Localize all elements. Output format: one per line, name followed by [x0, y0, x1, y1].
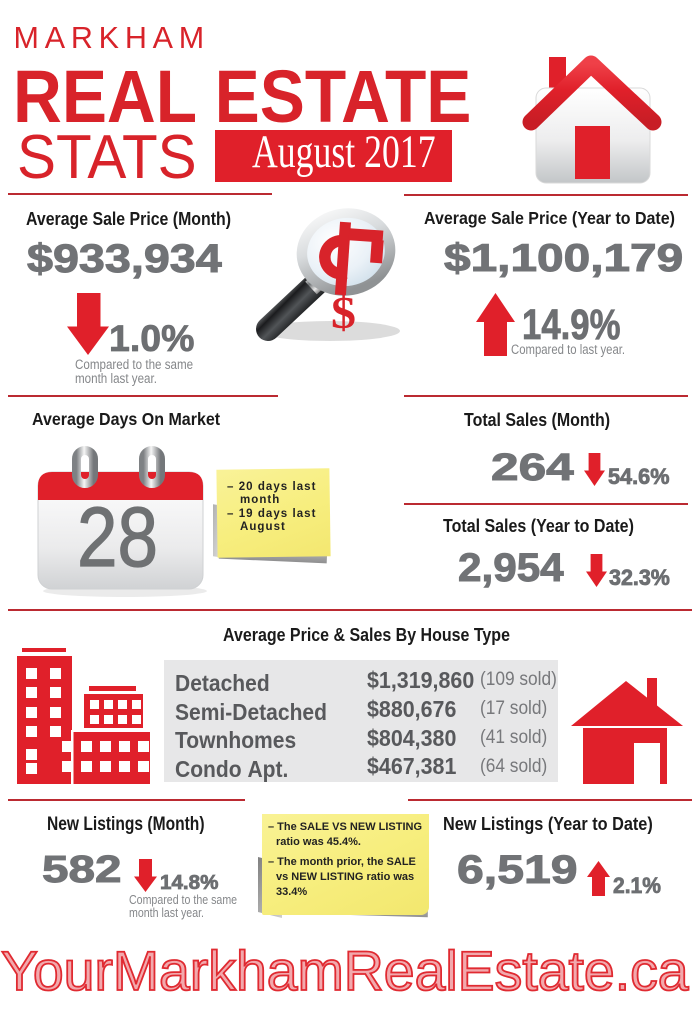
- svg-text:28: 28: [77, 490, 158, 584]
- svg-text:$: $: [331, 287, 356, 338]
